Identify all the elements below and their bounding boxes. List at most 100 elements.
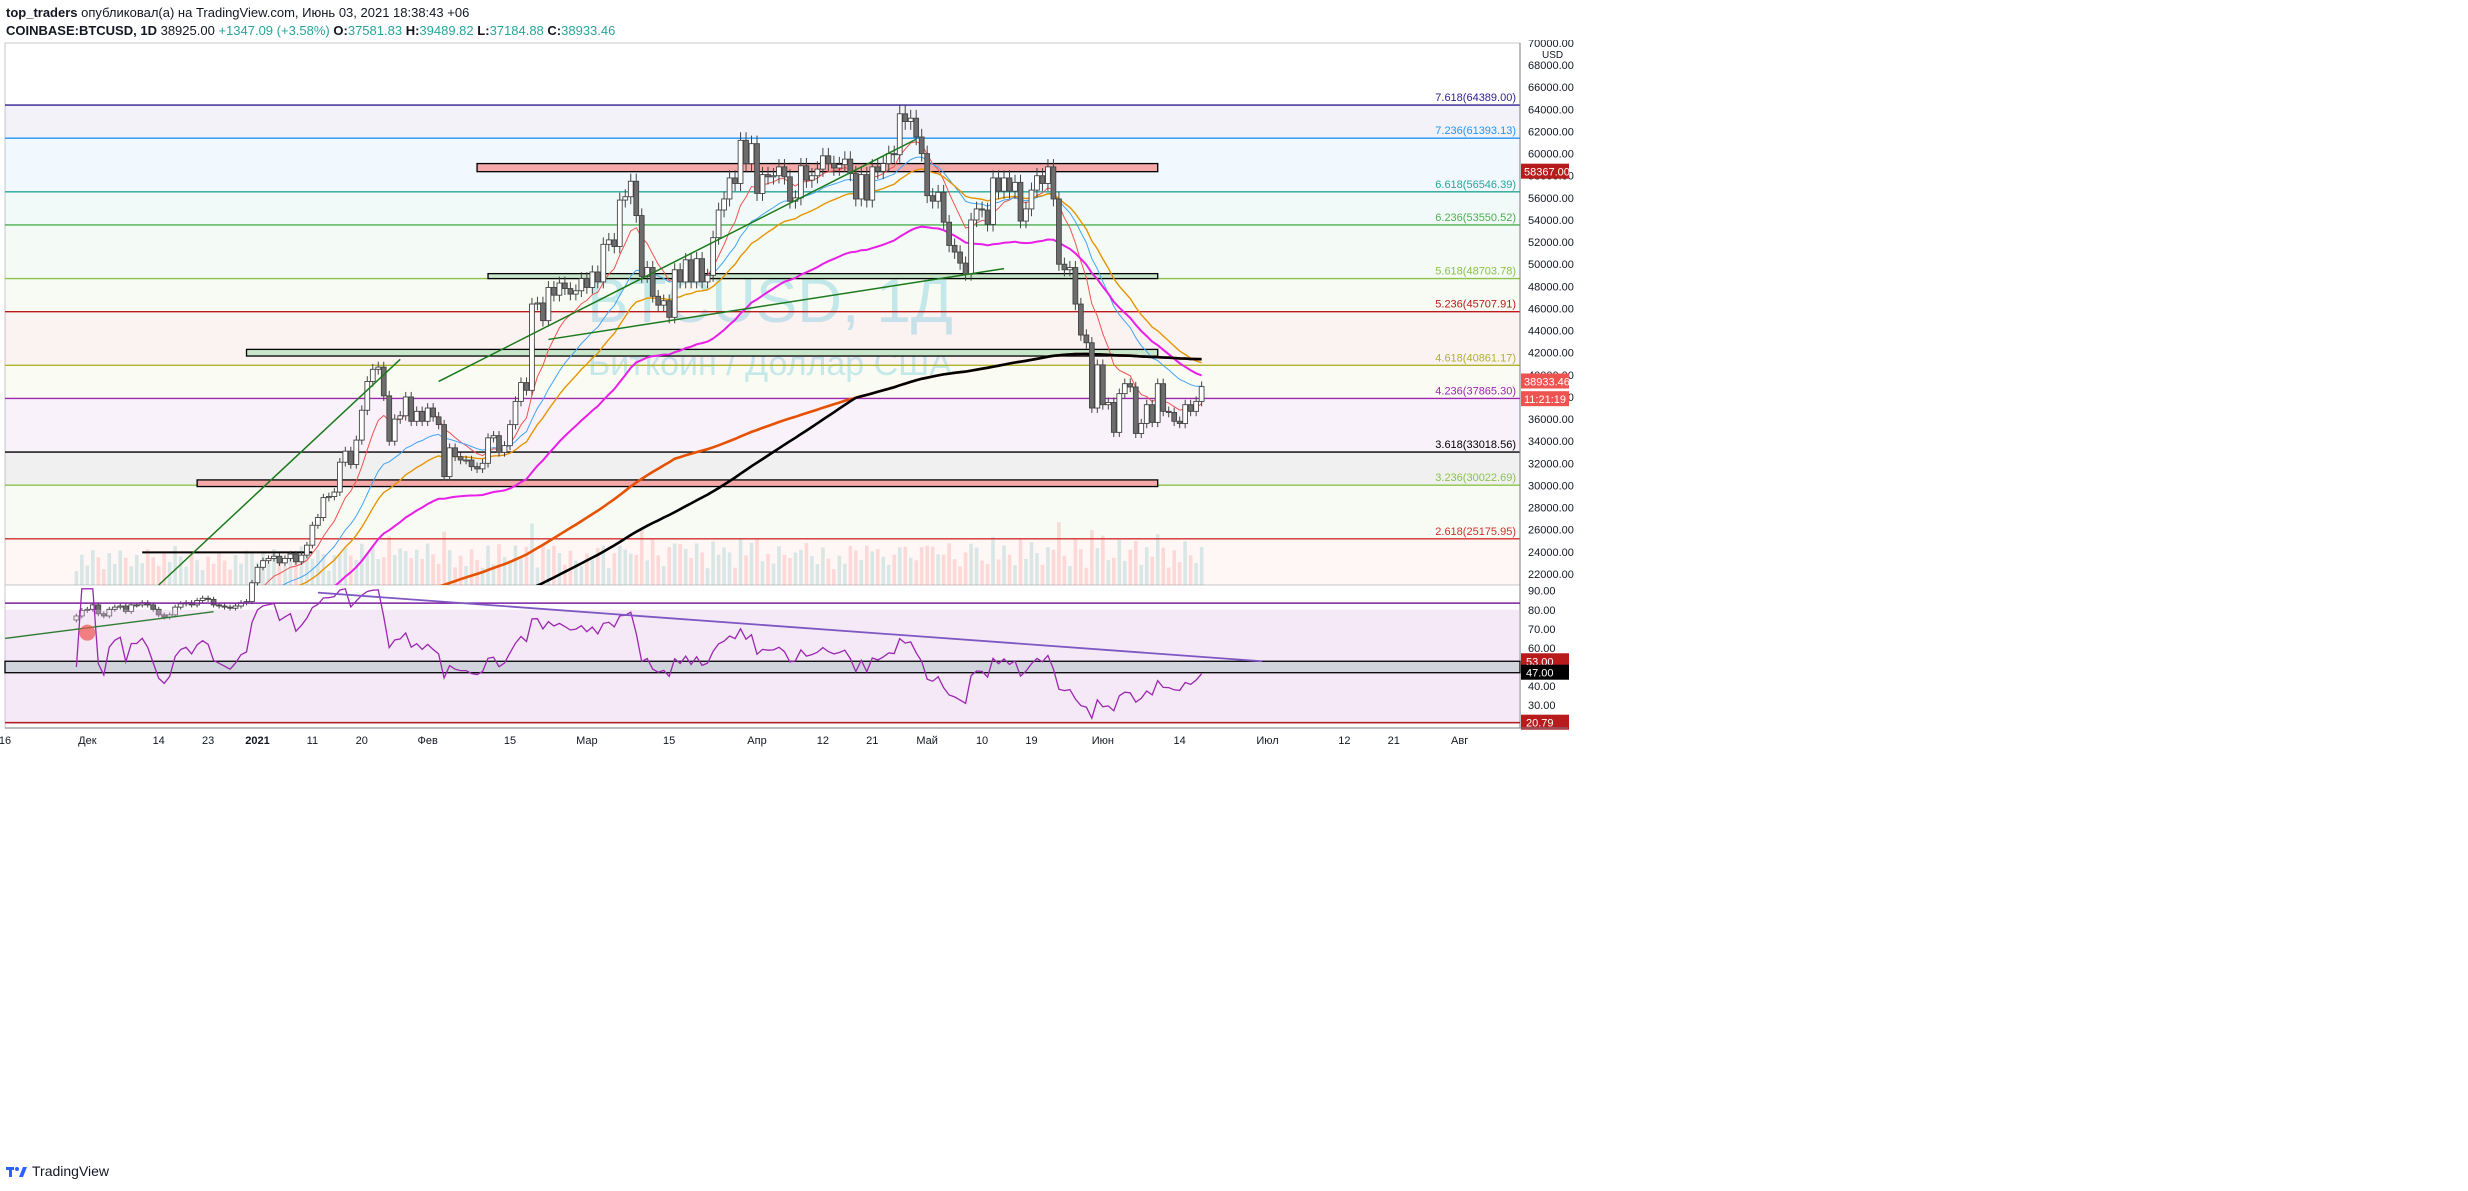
symbol-label[interactable]: COINBASE:BTCUSD, 1D	[6, 23, 157, 38]
volume-bar	[1079, 549, 1083, 585]
candle-body	[309, 524, 316, 546]
volume-bar	[431, 554, 435, 585]
candle-body	[468, 459, 475, 468]
candle-body	[1072, 267, 1079, 305]
author-name[interactable]: top_traders	[6, 5, 78, 20]
volume-bar	[596, 547, 600, 585]
candle-body	[435, 416, 442, 426]
candle-body	[408, 396, 415, 422]
rsi-badge-bg	[1521, 653, 1569, 669]
candle-body	[430, 407, 437, 418]
volume-bar	[563, 564, 567, 585]
candle-body	[1001, 177, 1007, 192]
volume-bar	[1057, 522, 1061, 585]
volume-bar	[140, 563, 145, 585]
time-tick-label: 15	[504, 735, 516, 747]
volume-bar	[1101, 535, 1105, 585]
volume-bar	[766, 554, 770, 585]
price-tick-label: 36000.00	[1528, 414, 1574, 426]
volume-bar	[497, 544, 501, 585]
volume-bar	[151, 557, 156, 585]
candle-body	[95, 604, 102, 615]
candle-body	[441, 424, 447, 478]
time-tick-label: 2021	[245, 735, 269, 747]
volume-bar	[958, 566, 962, 585]
price-axis-unit: USD	[1542, 50, 1563, 61]
candle-body	[1017, 181, 1024, 222]
volume-bar	[1112, 557, 1116, 585]
volume-bar	[574, 560, 578, 585]
price-tick-label: 54000.00	[1528, 215, 1574, 227]
candle-body	[117, 605, 124, 608]
candle-body	[1121, 383, 1128, 395]
volume-bar	[821, 547, 825, 585]
volume-bar	[167, 562, 172, 585]
fib-level-label: 6.236(53550.52)	[1435, 212, 1516, 224]
candle-body	[353, 439, 360, 465]
volume-bar	[387, 536, 392, 585]
volume-bar	[1051, 549, 1056, 585]
price-tick-label: 44000.00	[1528, 326, 1574, 338]
candle-body	[1160, 383, 1167, 412]
volume-bar	[804, 543, 809, 585]
time-tick-label: Июн	[1092, 735, 1114, 747]
open-value: 37581.83	[347, 23, 403, 38]
candle-body	[737, 139, 744, 184]
volume-bar	[672, 543, 677, 585]
candle-body	[326, 496, 332, 499]
brand-name[interactable]: TradingView	[32, 1163, 110, 1179]
volume-bar	[266, 563, 271, 585]
candle-body	[929, 195, 936, 202]
volume-bar	[963, 552, 968, 585]
candle-body	[271, 555, 277, 559]
volume-bar	[777, 546, 781, 585]
candle-body	[496, 435, 502, 453]
volume-bar	[645, 560, 650, 585]
candle-body	[655, 295, 662, 306]
volume-bar	[184, 566, 188, 585]
candle-body	[1171, 411, 1178, 422]
volume-bar	[738, 538, 743, 585]
candle-body	[155, 608, 162, 616]
candle-body	[594, 271, 601, 283]
close-value: 38933.46	[561, 23, 616, 38]
candle-body	[841, 158, 848, 166]
candle-body	[600, 243, 607, 283]
candle-body	[743, 139, 749, 165]
candle-body	[1187, 404, 1194, 412]
candle-body	[501, 445, 508, 453]
volume-bar	[980, 560, 984, 585]
volume-bar	[991, 536, 995, 585]
volume-bar	[1117, 540, 1122, 585]
volume-bar	[381, 557, 386, 585]
volume-bar	[557, 553, 562, 585]
candle-body	[759, 174, 766, 194]
price-tick-label: 62000.00	[1528, 126, 1574, 138]
candle-body	[715, 209, 722, 239]
candle-body	[485, 437, 491, 464]
volume-bar	[129, 566, 134, 585]
candle-body	[874, 166, 881, 172]
price-tick-label: 56000.00	[1528, 193, 1574, 205]
volume-bar	[107, 553, 112, 585]
candle-body	[413, 410, 420, 422]
candle-body	[962, 262, 969, 275]
candle-body	[704, 274, 711, 283]
candle-body	[995, 177, 1002, 192]
time-tick-label: 15	[663, 735, 675, 747]
candle-body	[1154, 383, 1161, 423]
fib-level-label: 7.618(64389.00)	[1435, 92, 1516, 104]
close-label: C:	[547, 23, 562, 38]
volume-bar	[480, 567, 485, 585]
rsi-tick-label: 60.00	[1528, 643, 1556, 655]
time-tick-label: Апр	[747, 735, 766, 747]
volume-bar	[519, 556, 523, 585]
volume-bar	[217, 551, 221, 585]
candle-body	[320, 497, 327, 518]
volume-bar	[985, 564, 990, 585]
volume-bar	[1095, 548, 1100, 585]
volume-bar	[414, 549, 419, 585]
volume-bar	[859, 560, 864, 585]
candle-body	[551, 287, 557, 296]
